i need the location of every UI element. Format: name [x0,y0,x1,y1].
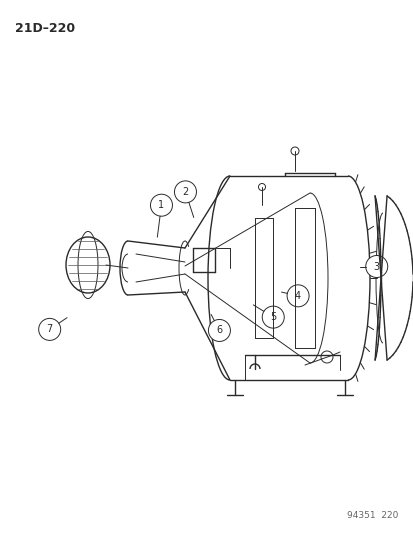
Circle shape [208,319,230,342]
Circle shape [174,181,196,203]
Circle shape [365,255,387,278]
Text: 2: 2 [182,187,188,197]
Text: 1: 1 [158,200,164,210]
Text: 4: 4 [294,291,300,301]
Circle shape [286,285,309,307]
Circle shape [38,318,61,341]
Text: 94351  220: 94351 220 [346,511,397,520]
Text: 6: 6 [216,326,222,335]
Text: 21D–220: 21D–220 [15,22,75,35]
Circle shape [150,194,172,216]
Circle shape [261,306,284,328]
Text: 3: 3 [373,262,379,271]
Text: 7: 7 [46,325,53,334]
Text: 5: 5 [269,312,276,322]
